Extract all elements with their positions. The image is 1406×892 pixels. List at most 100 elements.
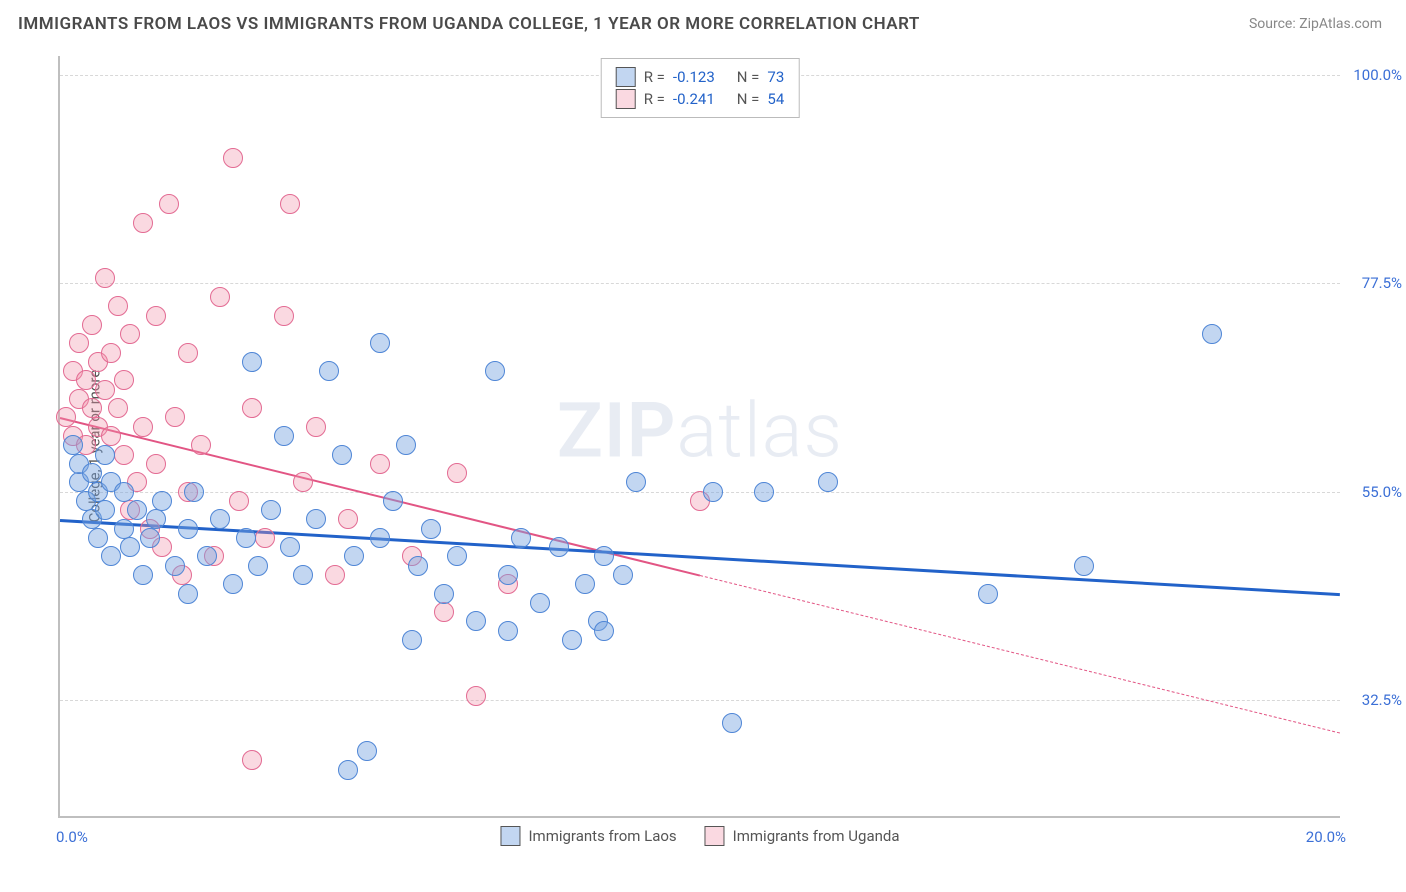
chart-title: IMMIGRANTS FROM LAOS VS IMMIGRANTS FROM … [18, 14, 920, 34]
swatch-blue [616, 67, 636, 87]
data-point [223, 574, 243, 594]
data-point [498, 621, 518, 641]
data-point [140, 528, 160, 548]
data-point [434, 602, 454, 622]
data-point [274, 426, 294, 446]
data-point [88, 528, 108, 548]
swatch-pink [616, 89, 636, 109]
data-point [255, 528, 275, 548]
data-point [114, 445, 134, 465]
data-point [184, 482, 204, 502]
data-point [1202, 324, 1222, 344]
data-point [191, 435, 211, 455]
data-point [325, 565, 345, 585]
data-point [421, 519, 441, 539]
data-point [357, 741, 377, 761]
data-point [82, 463, 102, 483]
data-point [82, 398, 102, 418]
data-point [178, 584, 198, 604]
data-point [562, 630, 582, 650]
r-value-pink: -0.241 [673, 90, 715, 108]
data-point [120, 537, 140, 557]
data-point [95, 268, 115, 288]
legend-label-blue: Immigrants from Laos [528, 827, 676, 845]
data-point [101, 546, 121, 566]
legend-item-blue: Immigrants from Laos [500, 826, 676, 846]
data-point [248, 556, 268, 576]
data-point [530, 593, 550, 613]
data-point [344, 546, 364, 566]
data-point [223, 148, 243, 168]
data-point [280, 537, 300, 557]
data-point [63, 435, 83, 455]
data-point [114, 519, 134, 539]
data-point [242, 352, 262, 372]
r-value-blue: -0.123 [673, 68, 715, 86]
legend-row-pink: R = -0.241 N = 54 [616, 89, 785, 109]
data-point [447, 463, 467, 483]
data-point [293, 472, 313, 492]
data-point [332, 445, 352, 465]
swatch-pink-icon [705, 826, 725, 846]
data-point [306, 417, 326, 437]
data-point [338, 509, 358, 529]
gridline [60, 283, 1340, 284]
legend-item-pink: Immigrants from Uganda [705, 826, 900, 846]
y-tick-label: 32.5% [1362, 691, 1402, 709]
data-point [242, 398, 262, 418]
x-tick-label: 0.0% [56, 828, 88, 846]
data-point [108, 296, 128, 316]
stats-legend: R = -0.123 N = 73 R = -0.241 N = 54 [601, 58, 800, 118]
data-point [242, 750, 262, 770]
data-point [146, 454, 166, 474]
data-point [626, 472, 646, 492]
legend-label-pink: Immigrants from Uganda [733, 827, 900, 845]
data-point [754, 482, 774, 502]
data-point [338, 760, 358, 780]
scatter-plot: ZIPatlas R = -0.123 N = 73 R = -0.241 N … [58, 56, 1340, 818]
data-point [498, 565, 518, 585]
data-point [178, 519, 198, 539]
x-tick-label: 20.0% [1306, 828, 1346, 846]
n-value-blue: 73 [767, 68, 784, 86]
legend-row-blue: R = -0.123 N = 73 [616, 67, 785, 87]
data-point [280, 194, 300, 214]
y-tick-label: 55.0% [1362, 483, 1402, 501]
data-point [133, 417, 153, 437]
data-point [261, 500, 281, 520]
data-point [549, 537, 569, 557]
data-point [613, 565, 633, 585]
data-point [210, 287, 230, 307]
data-point [396, 435, 416, 455]
data-point [447, 546, 467, 566]
data-point [146, 306, 166, 326]
data-point [978, 584, 998, 604]
data-point [146, 509, 166, 529]
data-point [165, 407, 185, 427]
data-point [114, 370, 134, 390]
data-point [370, 454, 390, 474]
data-point [95, 500, 115, 520]
data-point [120, 324, 140, 344]
data-point [95, 445, 115, 465]
data-point [319, 361, 339, 381]
chart-source: Source: ZipAtlas.com [1249, 16, 1382, 32]
data-point [152, 491, 172, 511]
trend-line [700, 575, 1340, 734]
data-point [306, 509, 326, 529]
data-point [370, 528, 390, 548]
data-point [466, 611, 486, 631]
data-point [383, 491, 403, 511]
data-point [466, 686, 486, 706]
data-point [370, 333, 390, 353]
data-point [1074, 556, 1094, 576]
watermark: ZIPatlas [557, 386, 843, 476]
data-point [133, 213, 153, 233]
data-point [101, 426, 121, 446]
data-point [485, 361, 505, 381]
data-point [594, 546, 614, 566]
data-point [703, 482, 723, 502]
series-legend: Immigrants from Laos Immigrants from Uga… [500, 826, 899, 846]
data-point [101, 343, 121, 363]
data-point [56, 407, 76, 427]
